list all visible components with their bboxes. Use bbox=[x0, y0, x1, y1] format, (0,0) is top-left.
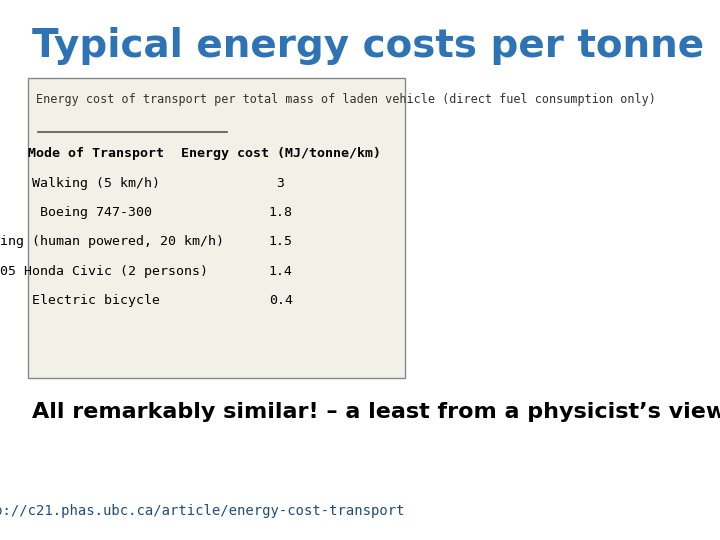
FancyBboxPatch shape bbox=[28, 78, 405, 378]
Text: 3: 3 bbox=[276, 177, 284, 190]
Text: All remarkably similar! – a least from a physicist’s viewpoint: All remarkably similar! – a least from a… bbox=[32, 402, 720, 422]
Text: Energy cost of transport per total mass of laden vehicle (direct fuel consumptio: Energy cost of transport per total mass … bbox=[37, 93, 657, 106]
Text: Boeing 747-300: Boeing 747-300 bbox=[40, 206, 153, 219]
Text: 1.4: 1.4 bbox=[269, 265, 292, 278]
Text: 2005 Honda Civic (2 persons): 2005 Honda Civic (2 persons) bbox=[0, 265, 209, 278]
Text: Energy cost (MJ/tonne/km): Energy cost (MJ/tonne/km) bbox=[181, 147, 381, 160]
Text: Typical energy costs per tonne per km: Typical energy costs per tonne per km bbox=[32, 27, 720, 65]
Text: Electric bicycle: Electric bicycle bbox=[32, 294, 161, 307]
Text: 0.4: 0.4 bbox=[269, 294, 292, 307]
Text: Mode of Transport: Mode of Transport bbox=[29, 147, 164, 160]
Text: 1.5: 1.5 bbox=[269, 235, 292, 248]
Text: Cycling (human powered, 20 km/h): Cycling (human powered, 20 km/h) bbox=[0, 235, 225, 248]
Text: 1.8: 1.8 bbox=[269, 206, 292, 219]
Text: http://c21.phas.ubc.ca/article/energy-cost-transport: http://c21.phas.ubc.ca/article/energy-co… bbox=[0, 504, 405, 518]
Text: Walking (5 km/h): Walking (5 km/h) bbox=[32, 177, 161, 190]
